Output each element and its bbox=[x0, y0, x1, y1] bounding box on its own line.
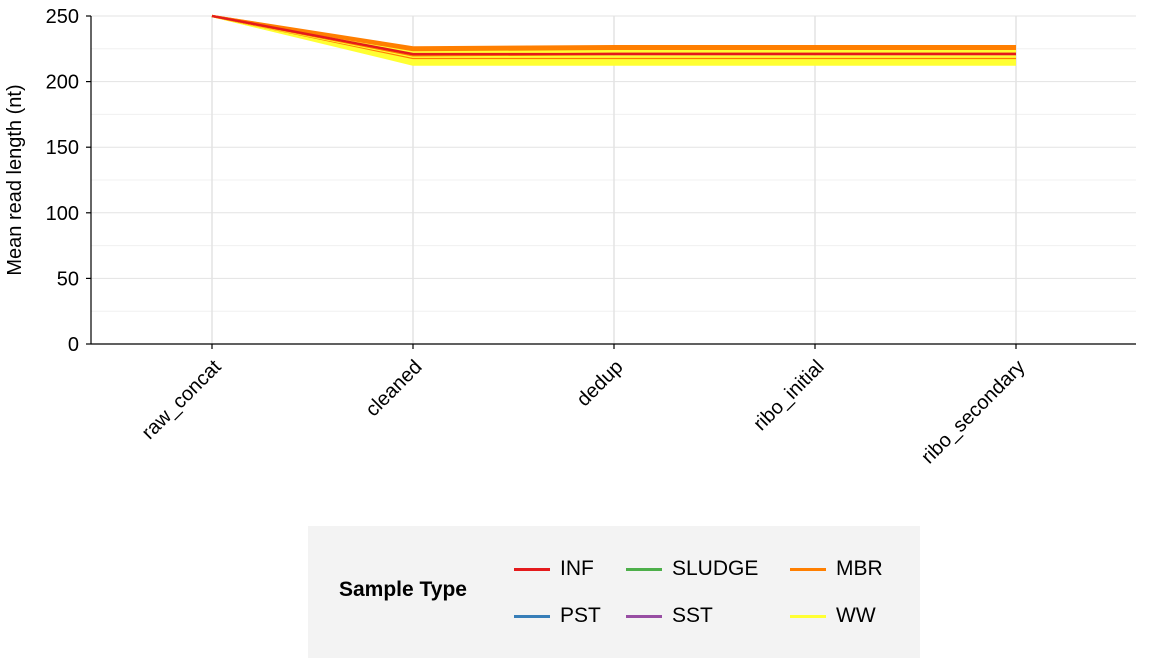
legend-swatch bbox=[790, 614, 826, 618]
y-tick-label: 150 bbox=[46, 137, 79, 159]
legend-item-inf: INF bbox=[514, 557, 594, 581]
y-axis-title: Mean read length (nt) bbox=[4, 84, 26, 275]
legend-item-ww: WW bbox=[790, 604, 876, 628]
line-chart: 0 50 100 150 200 250 raw_concat cleaned dedup rib… bbox=[4, 6, 1136, 468]
legend-swatch bbox=[626, 614, 662, 618]
legend-label: PST bbox=[560, 604, 601, 627]
x-tick-label: dedup bbox=[573, 356, 628, 411]
x-tick-label: ribo_initial bbox=[749, 356, 828, 435]
series-lines bbox=[211, 14, 1016, 66]
x-tick-label: ribo_secondary bbox=[917, 356, 1029, 468]
legend-title: Sample Type bbox=[339, 578, 467, 601]
y-tick-label: 0 bbox=[68, 334, 79, 356]
legend-label: WW bbox=[836, 604, 876, 627]
legend-label: SST bbox=[672, 604, 713, 627]
legend: Sample Type INF SLUDGE MBR PST SST WW bbox=[308, 526, 920, 658]
legend-label: MBR bbox=[836, 557, 883, 580]
legend-item-mbr: MBR bbox=[790, 557, 883, 581]
legend-swatch bbox=[514, 567, 550, 571]
series-line-inf bbox=[211, 14, 1016, 56]
x-tick-label: raw_concat bbox=[138, 356, 226, 444]
x-tick-label: cleaned bbox=[361, 356, 426, 421]
legend-item-sst: SST bbox=[626, 604, 713, 628]
legend-label: INF bbox=[560, 557, 594, 580]
legend-swatch bbox=[626, 567, 662, 571]
y-tick-label: 50 bbox=[57, 268, 79, 290]
y-tick-label: 250 bbox=[46, 6, 79, 28]
legend-swatch bbox=[790, 567, 826, 571]
axes: 0 50 100 150 200 250 raw_concat cleaned dedup rib… bbox=[46, 6, 1136, 468]
legend-swatch bbox=[514, 614, 550, 618]
series-line-mbr bbox=[211, 14, 1016, 49]
y-tick-label: 100 bbox=[46, 203, 79, 225]
y-tick-label: 200 bbox=[46, 72, 79, 94]
legend-item-sludge: SLUDGE bbox=[626, 557, 758, 581]
legend-item-pst: PST bbox=[514, 604, 601, 628]
legend-label: SLUDGE bbox=[672, 557, 759, 580]
